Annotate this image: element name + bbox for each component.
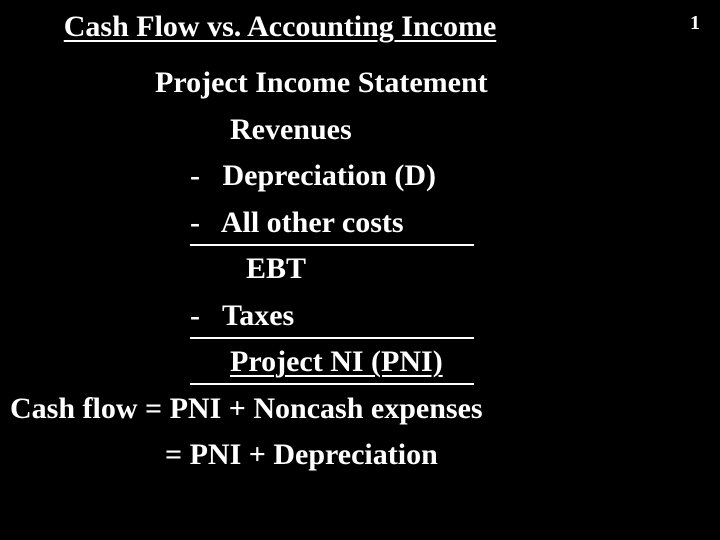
line-depreciation: - Depreciation (D)	[190, 153, 720, 200]
line-pni: Project NI (PNI)	[230, 339, 443, 386]
income-statement-header: Project Income Statement	[155, 60, 720, 107]
line-other-costs: - All other costs	[190, 200, 720, 247]
line-revenues: Revenues	[230, 107, 720, 154]
formula-cashflow-2: = PNI + Depreciation	[165, 432, 720, 479]
line-ebt: EBT	[246, 246, 720, 293]
divider-rule-3	[190, 383, 474, 385]
slide-title: Cash Flow vs. Accounting Income	[0, 10, 560, 44]
page-number: 1	[690, 12, 700, 35]
slide-body: Project Income Statement Revenues - Depr…	[0, 60, 720, 479]
formula-cashflow-1: Cash flow = PNI + Noncash expenses	[10, 386, 720, 433]
line-taxes: - Taxes	[190, 293, 720, 340]
divider-rule-1	[190, 244, 474, 246]
